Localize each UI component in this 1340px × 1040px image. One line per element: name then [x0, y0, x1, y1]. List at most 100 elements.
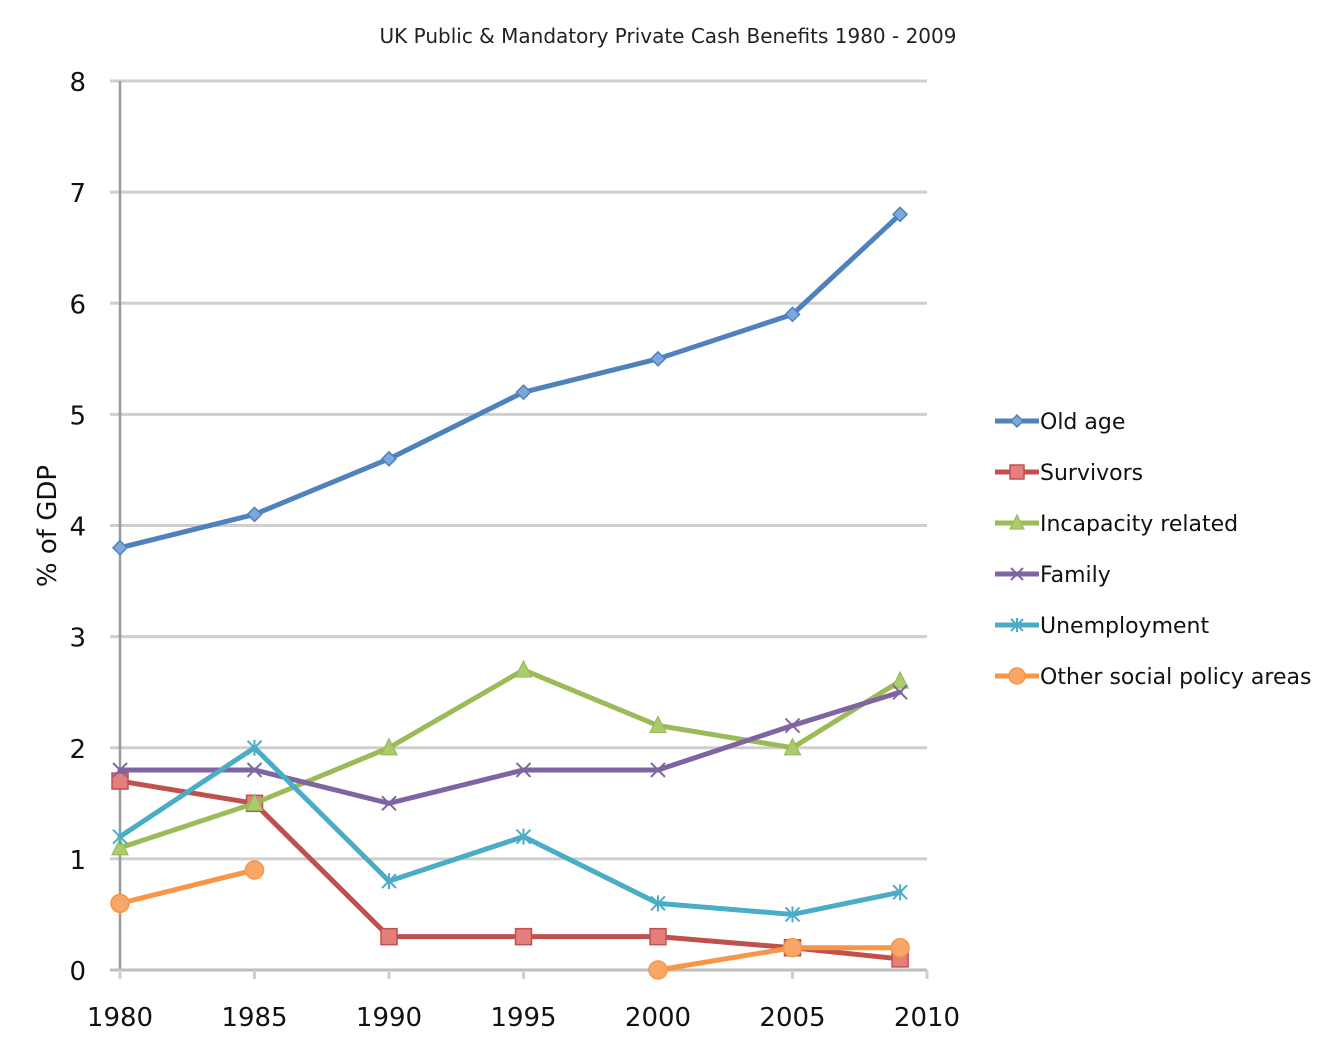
y-tick-label: 2 — [69, 735, 86, 765]
legend-label: Incapacity related — [1040, 512, 1238, 537]
data-point-diamond — [892, 206, 909, 223]
x-tick-label: 2010 — [894, 1003, 960, 1033]
series-lines — [110, 206, 910, 980]
star-marker — [650, 895, 666, 912]
star-marker — [515, 828, 532, 845]
circle-marker — [1008, 667, 1026, 685]
star-marker — [1010, 618, 1024, 632]
star-marker — [784, 906, 801, 923]
x-marker — [1010, 567, 1024, 581]
legend-item: Other social policy areas — [995, 665, 1311, 690]
data-point-circle — [1008, 667, 1026, 685]
star-marker — [381, 873, 397, 890]
x-marker — [381, 795, 397, 812]
series-survivors — [111, 772, 909, 968]
legend-item: Incapacity related — [995, 512, 1238, 537]
y-tick-label: 1 — [69, 846, 86, 876]
data-point-star — [515, 828, 532, 845]
series-unemployment — [112, 739, 908, 923]
data-point-diamond — [1009, 413, 1025, 429]
diamond-marker — [380, 450, 398, 467]
data-point-triangle — [783, 737, 802, 756]
data-point-triangle — [111, 837, 129, 856]
data-point-square — [514, 927, 533, 946]
data-point-circle — [648, 960, 668, 980]
data-point-triangle — [514, 659, 533, 678]
x-tick-labels: 1980 1985 1990 1995 2000 2005 2010 — [87, 1003, 960, 1033]
series-family — [112, 684, 908, 812]
data-point-x — [112, 762, 128, 778]
triangle-marker — [891, 670, 910, 689]
x-marker — [112, 762, 128, 778]
data-point-diamond — [649, 350, 667, 367]
y-axis-label: % of GDP — [33, 465, 63, 587]
data-point-star — [381, 873, 397, 890]
square-marker — [111, 772, 129, 790]
legend-label: Family — [1040, 563, 1111, 588]
circle-marker — [648, 960, 668, 980]
square-marker — [1009, 464, 1025, 480]
x-marker — [246, 762, 263, 778]
x-marker — [892, 684, 908, 700]
x-tick-label: 1990 — [356, 1003, 422, 1033]
series-incapacity-related — [111, 659, 910, 856]
legend-item: Old age — [995, 410, 1125, 435]
data-point-x — [784, 717, 801, 734]
legend-item: Family — [995, 563, 1111, 588]
y-tick-labels: 0 1 2 3 4 5 6 7 8 — [69, 68, 86, 987]
triangle-marker — [1009, 513, 1025, 530]
data-point-triangle — [891, 670, 910, 689]
x-tick-label: 1980 — [87, 1003, 153, 1033]
legend: Old age Survivors Incapacity related Family… — [995, 410, 1311, 690]
diamond-marker — [1009, 413, 1025, 429]
data-point-square — [649, 927, 667, 946]
y-tick-label: 7 — [69, 179, 86, 209]
data-point-triangle — [245, 792, 264, 811]
series-old-age — [111, 206, 909, 556]
data-point-x — [1010, 567, 1024, 581]
legend-label: Unemployment — [1040, 614, 1209, 639]
x-tick-label: 1995 — [490, 1003, 556, 1033]
data-point-triangle — [380, 737, 398, 756]
y-tick-label: 8 — [69, 68, 86, 98]
data-point-diamond — [246, 506, 263, 523]
data-point-circle — [782, 938, 803, 958]
y-tick-label: 0 — [69, 957, 86, 987]
axes — [110, 81, 929, 979]
diamond-marker — [892, 206, 909, 223]
x-marker — [784, 717, 801, 734]
data-point-x — [381, 795, 397, 812]
circle-marker — [244, 860, 265, 880]
x-marker — [650, 762, 666, 778]
diamond-marker — [111, 539, 129, 556]
y-tick-label: 4 — [69, 513, 86, 543]
data-point-star — [784, 906, 801, 923]
data-point-triangle — [649, 715, 667, 734]
x-tick-label: 2005 — [759, 1003, 825, 1033]
circle-marker — [782, 938, 803, 958]
diamond-marker — [649, 350, 667, 367]
chart-title: UK Public & Mandatory Private Cash Benef… — [380, 24, 957, 48]
triangle-marker — [514, 659, 533, 678]
legend-item: Survivors — [995, 461, 1143, 486]
data-point-diamond — [111, 539, 129, 556]
gridlines — [110, 79, 927, 861]
legend-label: Other social policy areas — [1040, 665, 1311, 690]
data-point-square — [1009, 464, 1025, 480]
square-marker — [514, 927, 533, 946]
y-tick-label: 5 — [69, 401, 86, 431]
star-marker — [246, 739, 263, 756]
circle-marker — [890, 938, 910, 958]
data-point-x — [892, 684, 908, 700]
legend-item: Unemployment — [995, 614, 1209, 639]
diamond-marker — [784, 306, 801, 323]
x-tick-label: 2000 — [625, 1003, 691, 1033]
series-line — [117, 867, 257, 906]
star-marker — [112, 828, 128, 845]
data-point-star — [112, 828, 128, 845]
data-point-square — [111, 772, 129, 790]
series-line — [117, 211, 903, 551]
triangle-marker — [783, 737, 802, 756]
data-point-x — [650, 762, 666, 778]
